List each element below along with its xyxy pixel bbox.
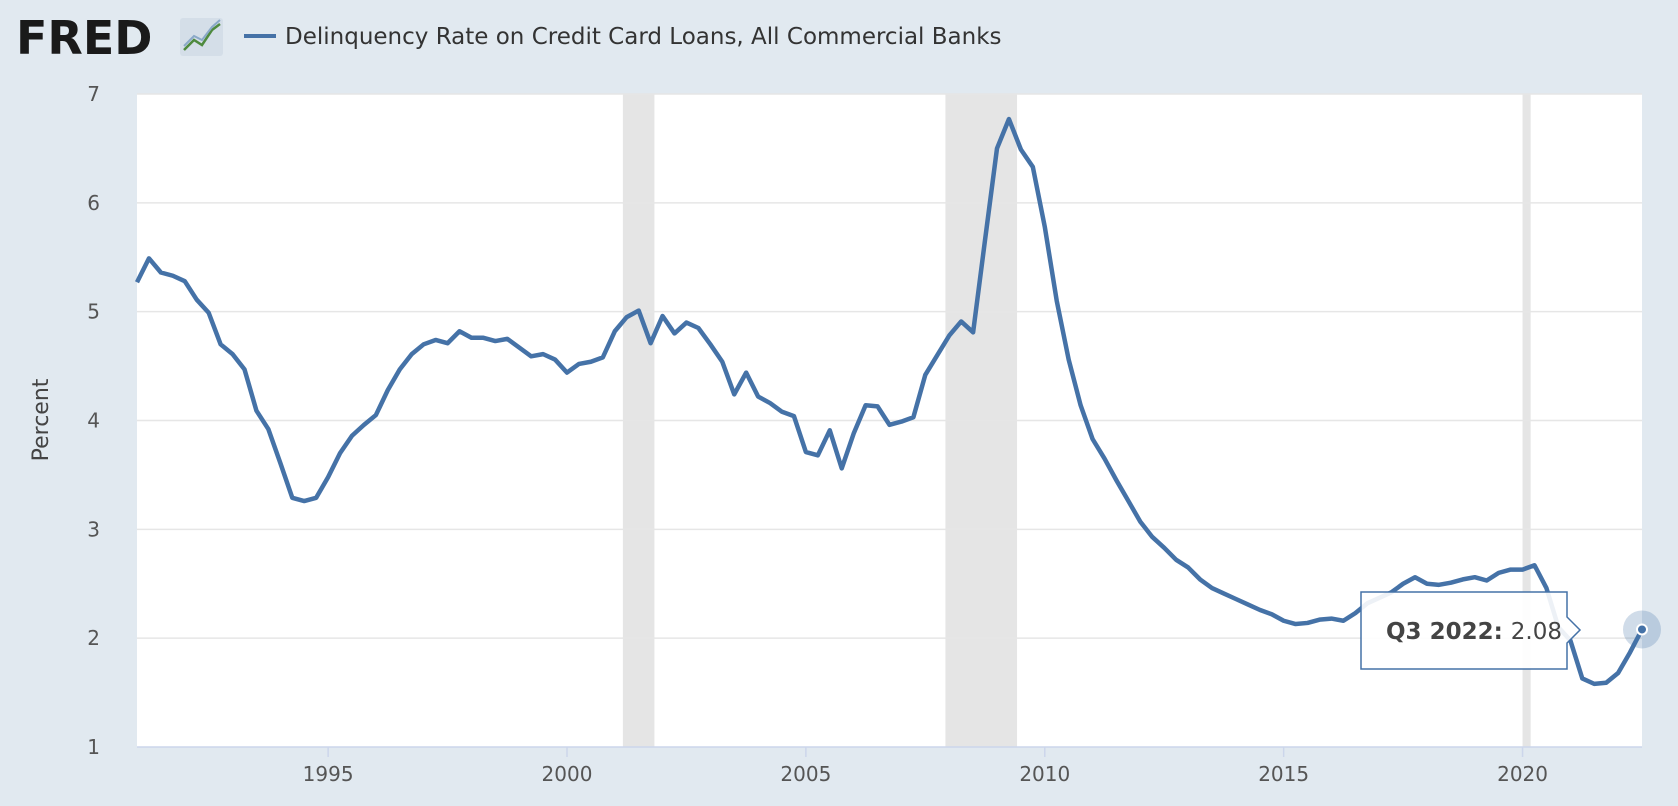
y-tick-label: 6 (87, 191, 100, 215)
y-tick-label: 4 (87, 409, 100, 433)
x-tick-label: 1995 (303, 762, 354, 786)
hover-point (1636, 623, 1648, 636)
logo-icon (180, 18, 223, 56)
tooltip-text: Q3 2022: 2.08 (1386, 619, 1562, 645)
x-tick-label: 2000 (542, 762, 593, 786)
x-tick-label: 2015 (1258, 762, 1309, 786)
y-tick-label: 3 (87, 517, 100, 541)
y-tick-label: 1 (87, 735, 100, 759)
y-tick-label: 7 (87, 82, 100, 106)
legend-label: Delinquency Rate on Credit Card Loans, A… (285, 24, 1002, 50)
x-tick-label: 2010 (1019, 762, 1070, 786)
x-tick-label: 2005 (780, 762, 831, 786)
y-tick-label: 5 (87, 300, 100, 324)
x-tick-label: 2020 (1497, 762, 1548, 786)
tooltip-value: 2.08 (1511, 619, 1562, 645)
tooltip-date: Q3 2022: (1386, 619, 1503, 645)
y-tick-label: 2 (87, 626, 100, 650)
y-axis-label: Percent (29, 378, 54, 461)
tooltip-box (1360, 591, 1582, 670)
tooltip: Q3 2022: 2.08 (1360, 591, 1582, 670)
logo: FRED (16, 11, 152, 65)
